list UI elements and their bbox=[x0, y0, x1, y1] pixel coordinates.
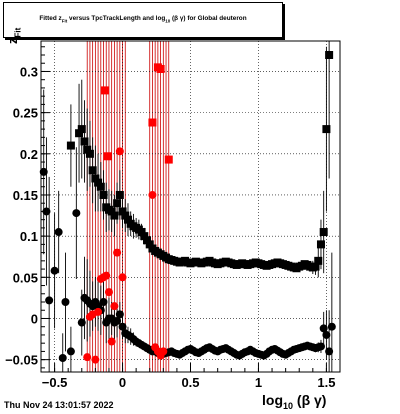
data-point-square bbox=[83, 145, 92, 154]
data-point-circle bbox=[325, 347, 334, 356]
data-point-circle bbox=[83, 353, 92, 362]
data-point-circle bbox=[110, 302, 119, 311]
data-point-circle bbox=[113, 248, 122, 257]
data-point-square bbox=[137, 228, 146, 237]
data-point-square bbox=[88, 166, 97, 175]
x-axis-label: log10 (β γ) bbox=[262, 392, 327, 411]
data-point-circle bbox=[118, 322, 127, 331]
data-point-square bbox=[99, 190, 108, 199]
data-point-circle bbox=[115, 310, 124, 319]
data-point-circle bbox=[45, 296, 54, 305]
data-point-circle bbox=[54, 228, 63, 237]
data-point-square bbox=[316, 240, 325, 249]
data-point-square bbox=[77, 125, 86, 134]
data-point-square bbox=[148, 118, 157, 127]
y-tick-label: −0.05 bbox=[5, 353, 38, 368]
x-tick-label: 0.5 bbox=[181, 375, 199, 390]
data-point-circle bbox=[319, 324, 328, 333]
data-point-circle bbox=[50, 266, 59, 275]
data-point-circle bbox=[72, 209, 81, 218]
y-tick-label: 0.25 bbox=[13, 106, 38, 121]
chart-title-box: Fitted zFit versus TpcTrackLength and lo… bbox=[3, 2, 283, 38]
x-tick-label: 1 bbox=[255, 375, 262, 390]
data-point-circle bbox=[102, 271, 111, 280]
y-tick-label: 0.15 bbox=[13, 188, 38, 203]
data-point-square bbox=[80, 137, 89, 146]
data-point-square bbox=[123, 215, 132, 224]
data-point-square bbox=[164, 155, 173, 164]
y-tick-label: 0.1 bbox=[20, 229, 38, 244]
data-point-square bbox=[100, 86, 109, 95]
data-point-circle bbox=[77, 318, 86, 327]
data-point-square bbox=[66, 141, 75, 150]
y-tick-label: 0.3 bbox=[20, 64, 38, 79]
timestamp-footer: Thu Nov 24 13:01:57 2022 bbox=[4, 400, 114, 410]
y-tick-label: 0 bbox=[31, 311, 38, 326]
data-point-square bbox=[314, 256, 323, 265]
data-point-square bbox=[325, 50, 334, 59]
chart-title: Fitted zFit versus TpcTrackLength and lo… bbox=[39, 15, 247, 24]
data-point-square bbox=[115, 190, 124, 199]
data-point-square bbox=[91, 174, 100, 183]
data-point-square bbox=[94, 178, 103, 187]
data-point-square bbox=[156, 64, 165, 73]
data-point-square bbox=[75, 129, 84, 138]
data-point-circle bbox=[107, 337, 116, 346]
x-tick-label: 0 bbox=[119, 375, 126, 390]
data-point-square bbox=[145, 240, 154, 249]
data-point-square bbox=[107, 207, 116, 216]
data-point-square bbox=[110, 211, 119, 220]
data-point-circle bbox=[322, 330, 331, 339]
data-point-circle bbox=[58, 354, 67, 363]
x-tick-label: 1.5 bbox=[317, 375, 335, 390]
data-point-circle bbox=[316, 342, 325, 351]
data-point-circle bbox=[42, 207, 51, 216]
data-point-circle bbox=[118, 273, 127, 282]
data-point-circle bbox=[115, 147, 124, 156]
data-point-square bbox=[85, 149, 94, 158]
data-point-square bbox=[311, 262, 320, 271]
data-point-square bbox=[96, 182, 105, 191]
data-point-circle bbox=[159, 347, 168, 356]
data-point-circle bbox=[104, 288, 113, 297]
data-point-circle bbox=[148, 190, 157, 199]
data-point-square bbox=[121, 211, 130, 220]
data-point-square bbox=[319, 228, 328, 237]
data-point-square bbox=[103, 152, 112, 161]
data-point-square bbox=[118, 207, 127, 216]
data-point-square bbox=[322, 125, 331, 134]
x-tick-label: −0.5 bbox=[42, 375, 68, 390]
data-point-square bbox=[140, 232, 149, 241]
data-point-circle bbox=[327, 322, 336, 331]
data-point-square bbox=[113, 199, 122, 208]
y-tick-label: 0.05 bbox=[13, 270, 38, 285]
data-point-circle bbox=[94, 307, 103, 316]
data-point-circle bbox=[66, 347, 75, 356]
data-point-circle bbox=[113, 316, 122, 325]
data-point-circle bbox=[91, 355, 100, 364]
y-axis-label: zFit bbox=[5, 27, 23, 44]
data-point-circle bbox=[61, 298, 70, 307]
y-tick-label: 0.2 bbox=[20, 147, 38, 162]
data-point-square bbox=[143, 236, 152, 245]
data-point-circle bbox=[99, 298, 108, 307]
